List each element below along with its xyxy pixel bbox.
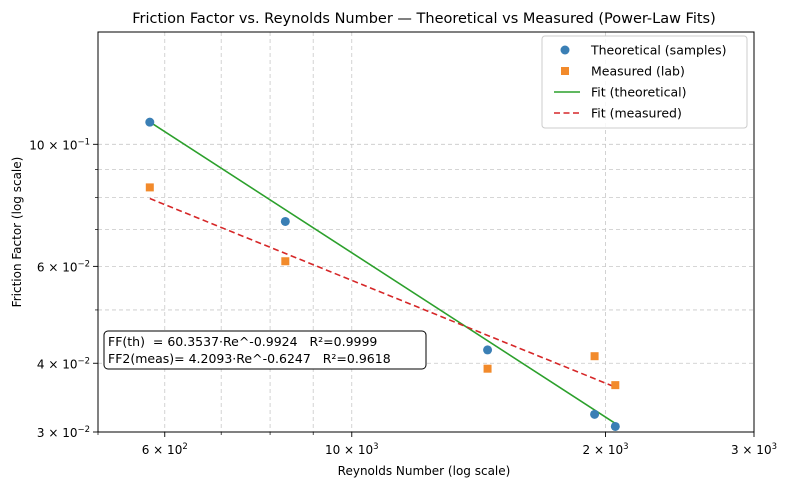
- x-tick-label: 3 × 103: [731, 442, 777, 457]
- fit-line-measured: [149, 197, 616, 388]
- legend: Theoretical (samples) Measured (lab) Fit (…: [541, 35, 748, 129]
- x-tick-label: 6 × 102: [142, 442, 188, 457]
- x-tick-label: 10 × 103: [325, 442, 379, 457]
- plot-frame: [97, 31, 755, 433]
- data-point-measured: [590, 352, 599, 361]
- y-axis-label: Friction Factor (log scale): [10, 157, 24, 308]
- data-point-measured: [611, 381, 620, 390]
- annotation-box: [103, 330, 427, 370]
- data-point-theoretical: [145, 117, 155, 127]
- data-point-measured: [145, 183, 154, 192]
- x-axis-label: Reynolds Number (log scale): [338, 464, 511, 478]
- legend-label: Measured (lab): [591, 64, 685, 79]
- y-tick-label: 10 × 10−1: [29, 137, 90, 152]
- series: [145, 117, 620, 431]
- annotation-line-theoretical: FF(th) = 60.3537·Re^-0.9924 R²=0.9999: [108, 334, 377, 349]
- y-tick-label: 6 × 10−2: [37, 259, 90, 274]
- x-tick-label: 2 × 103: [583, 442, 629, 457]
- legend-label: Fit (theoretical): [591, 85, 686, 100]
- legend-items: Theoretical (samples) Measured (lab) Fit (…: [554, 43, 727, 121]
- data-point-measured: [483, 364, 492, 373]
- fit-line-theoretical: [149, 121, 616, 425]
- data-point-theoretical: [610, 421, 620, 431]
- data-point-theoretical: [590, 409, 600, 419]
- chart-title: Friction Factor vs. Reynolds Number — Th…: [132, 11, 716, 27]
- fit-annotation: FF(th) = 60.3537·Re^-0.9924 R²=0.9999 FF…: [103, 330, 427, 370]
- legend-label: Fit (measured): [591, 106, 682, 121]
- legend-box: [541, 35, 748, 129]
- data-point-theoretical: [483, 345, 493, 355]
- y-tick-label: 4 × 10−2: [37, 356, 90, 371]
- legend-marker-measured: [561, 67, 569, 75]
- legend-marker-theoretical: [560, 45, 570, 55]
- legend-label: Theoretical (samples): [590, 43, 727, 58]
- data-point-measured: [281, 257, 290, 266]
- y-tick-label: 3 × 10−2: [37, 425, 90, 440]
- data-point-theoretical: [280, 216, 290, 226]
- annotation-line-measured: FF2(meas)= 4.2093·Re^-0.6247 R²=0.9618: [108, 351, 391, 366]
- axes: 6 × 102 10 × 103 2 × 103 3 × 103 3 × 10−2 4 ×…: [29, 31, 777, 457]
